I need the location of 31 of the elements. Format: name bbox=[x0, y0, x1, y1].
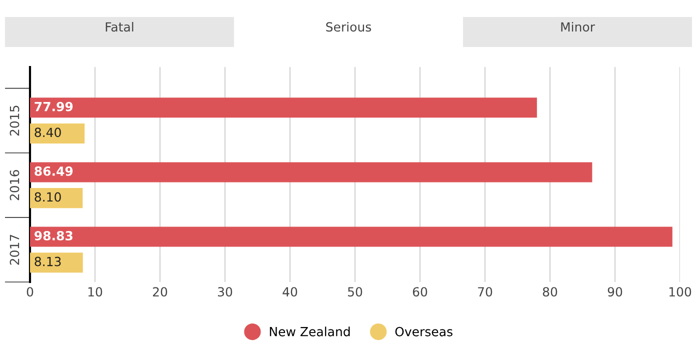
bar bbox=[30, 123, 85, 144]
x-tick-label: 100 bbox=[669, 287, 692, 297]
x-tick-label: 40 bbox=[282, 287, 298, 297]
x-tick-label: 30 bbox=[218, 287, 232, 297]
data-label: 8.13 bbox=[34, 256, 61, 266]
data-label: 8.10 bbox=[34, 192, 61, 202]
bar bbox=[30, 252, 83, 273]
bar bbox=[30, 162, 592, 182]
data-label: 8.40 bbox=[34, 128, 61, 138]
x-tick-label: 60 bbox=[412, 287, 428, 297]
text: Minor bbox=[561, 22, 595, 32]
x-tick-label: 70 bbox=[478, 287, 492, 297]
legend-label: New Zealand bbox=[270, 326, 350, 336]
x-tick-label: 50 bbox=[348, 287, 362, 297]
legend-label: Overseas bbox=[395, 326, 452, 336]
bar bbox=[30, 188, 83, 208]
data-label: 77.99 bbox=[34, 102, 73, 112]
x-tick-label: 0 bbox=[26, 287, 34, 297]
x-tick-label: 20 bbox=[152, 287, 168, 297]
text: Fatal bbox=[106, 22, 134, 32]
y-tick-label: 2015 bbox=[10, 106, 20, 136]
text: Serious bbox=[326, 22, 372, 32]
y-tick-label: 2017 bbox=[10, 234, 20, 265]
bar bbox=[30, 98, 537, 118]
y-tick-label: 2016 bbox=[10, 170, 20, 200]
x-tick-label: 10 bbox=[88, 287, 102, 297]
x-tick-label: 90 bbox=[608, 287, 622, 297]
data-label: 98.83 bbox=[34, 230, 72, 240]
bar bbox=[30, 226, 672, 247]
x-tick-label: 80 bbox=[542, 287, 558, 297]
data-label: 86.49 bbox=[34, 166, 73, 176]
